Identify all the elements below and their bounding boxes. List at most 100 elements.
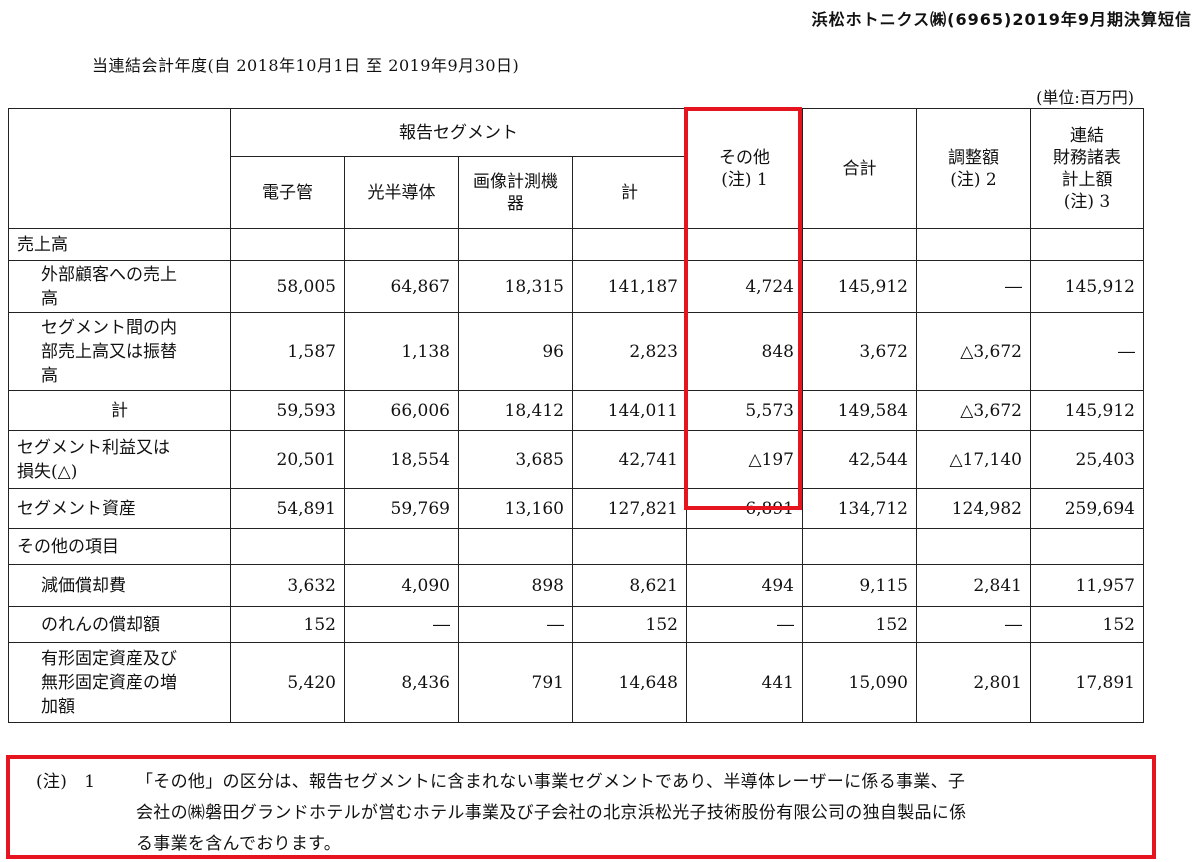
table-cell: 54,891 bbox=[230, 488, 345, 529]
table-cell: ― bbox=[458, 606, 573, 643]
table-row-total: 計 59,593 66,006 18,412 144,011 5,573 149… bbox=[8, 390, 1144, 431]
row-label-external-sales: 外部顧客への売上 高 bbox=[8, 260, 231, 313]
row-label-goodwill: のれんの償却額 bbox=[8, 606, 231, 643]
row-label-line: 高 bbox=[41, 288, 58, 309]
table-cell: 15,090 bbox=[802, 642, 917, 723]
table-cell: 3,672 bbox=[802, 312, 917, 391]
table-cell: ― bbox=[344, 606, 459, 643]
header-adjustment-line2: (注) 2 bbox=[950, 169, 997, 190]
header-consolidated-line3: 計上額 bbox=[1061, 169, 1113, 190]
footnote-marker: (注) 1 bbox=[36, 767, 136, 798]
table-cell: 3,632 bbox=[230, 564, 345, 607]
table-cell: 13,160 bbox=[458, 488, 573, 529]
table-cell: 59,593 bbox=[230, 390, 345, 431]
table-row: 外部顧客への売上 高 58,005 64,867 18,315 141,187 … bbox=[8, 260, 1144, 313]
row-label-segment-assets: セグメント資産 bbox=[8, 488, 231, 529]
table-cell: 9,115 bbox=[802, 564, 917, 607]
row-label-line: 加額 bbox=[41, 696, 75, 717]
header-electron-tube: 電子管 bbox=[230, 156, 345, 229]
table-cell: △3,672 bbox=[916, 312, 1031, 391]
table-cell: 898 bbox=[458, 564, 573, 607]
footnote-box: (注) 1 「その他」の区分は、報告セグメントに含まれない事業セグメントであり、半… bbox=[6, 755, 1156, 859]
table-row-segment-profit: セグメント利益又は 損失(△) 20,501 18,554 3,685 42,7… bbox=[8, 430, 1144, 489]
table-cell: 441 bbox=[686, 642, 803, 723]
table-cell: 42,741 bbox=[572, 430, 687, 489]
row-label-intersegment: セグメント間の内 部売上高又は振替 高 bbox=[8, 312, 231, 391]
table-cell: 64,867 bbox=[344, 260, 459, 313]
table-row: 減価償却費 3,632 4,090 898 8,621 494 9,115 2,… bbox=[8, 564, 1144, 607]
header-adjustment-line1: 調整額 bbox=[948, 147, 999, 168]
row-label-depreciation: 減価償却費 bbox=[8, 564, 231, 607]
header-imaging: 画像計測機 器 bbox=[458, 156, 573, 229]
table-cell: 4,090 bbox=[344, 564, 459, 607]
header-total: 合計 bbox=[802, 108, 917, 229]
table-row-sales-header: 売上高 bbox=[8, 228, 1144, 261]
header-opto-semiconductor: 光半導体 bbox=[344, 156, 459, 229]
header-consolidated-line2: 財務諸表 bbox=[1053, 147, 1121, 168]
table-cell: 127,821 bbox=[572, 488, 687, 529]
row-label-total: 計 bbox=[8, 390, 231, 431]
footnote-number: 1 bbox=[84, 772, 96, 792]
table-cell: 134,712 bbox=[802, 488, 917, 529]
header-adjustment: 調整額 (注) 2 bbox=[916, 108, 1031, 229]
table-cell: 18,554 bbox=[344, 430, 459, 489]
table-cell: ― bbox=[686, 606, 803, 643]
table-row-segment-assets: セグメント資産 54,891 59,769 13,160 127,821 6,8… bbox=[8, 488, 1144, 529]
table-cell: 141,187 bbox=[572, 260, 687, 313]
table-cell: ― bbox=[916, 260, 1031, 313]
table-cell: 1,587 bbox=[230, 312, 345, 391]
table-row: のれんの償却額 152 ― ― 152 ― 152 ― 152 bbox=[8, 606, 1144, 643]
table-cell: 152 bbox=[572, 606, 687, 643]
table-cell: 145,912 bbox=[802, 260, 917, 313]
table-cell: 791 bbox=[458, 642, 573, 723]
table-cell: 8,436 bbox=[344, 642, 459, 723]
table-cell: 2,823 bbox=[572, 312, 687, 391]
header-corner-cell bbox=[8, 108, 231, 229]
header-reported-segments: 報告セグメント bbox=[230, 108, 687, 157]
table-cell: 42,544 bbox=[802, 430, 917, 489]
table-cell: 5,573 bbox=[686, 390, 803, 431]
row-label-other-items: その他の項目 bbox=[8, 528, 231, 565]
table-row: 有形固定資産及び 無形固定資産の増 加額 5,420 8,436 791 14,… bbox=[8, 642, 1144, 723]
document-header-company: 浜松ホトニクス㈱(6965)2019年9月期決算短信 bbox=[811, 10, 1192, 29]
table-cell: ― bbox=[916, 606, 1031, 643]
table-cell: 58,005 bbox=[230, 260, 345, 313]
header-other-line2: (注) 1 bbox=[721, 169, 768, 190]
segment-table: 報告セグメント その他 (注) 1 合計 調整額 (注) 2 連結 財務諸表 計… bbox=[8, 108, 1144, 723]
table-cell: 4,724 bbox=[686, 260, 803, 313]
table-cell: 20,501 bbox=[230, 430, 345, 489]
table-cell: 66,006 bbox=[344, 390, 459, 431]
table-cell: 2,841 bbox=[916, 564, 1031, 607]
table-cell: 25,403 bbox=[1030, 430, 1144, 489]
footnote-line: 会社の㈱磐田グランドホテルが営むホテル事業及び子会社の北京浜松光子技術股份有限公… bbox=[136, 803, 967, 823]
table-cell: 144,011 bbox=[572, 390, 687, 431]
fiscal-period: 当連結会計年度(自 2018年10月1日 至 2019年9月30日) bbox=[92, 56, 520, 75]
header-consolidated: 連結 財務諸表 計上額 (注) 3 bbox=[1030, 108, 1144, 229]
table-cell: 1,138 bbox=[344, 312, 459, 391]
header-subtotal: 計 bbox=[572, 156, 687, 229]
table-cell: 96 bbox=[458, 312, 573, 391]
unit-label: (単位:百万円) bbox=[1036, 88, 1134, 107]
row-label-line: 高 bbox=[41, 365, 58, 386]
table-row-other-header: その他の項目 bbox=[8, 528, 1144, 565]
table-cell: 8,621 bbox=[572, 564, 687, 607]
header-consolidated-line1: 連結 bbox=[1070, 125, 1104, 146]
table-cell: ― bbox=[1030, 312, 1144, 391]
row-label-segment-profit: セグメント利益又は 損失(△) bbox=[8, 430, 231, 489]
row-label-sales: 売上高 bbox=[8, 228, 231, 261]
header-other: その他 (注) 1 bbox=[686, 108, 803, 229]
footnote-prefix: (注) bbox=[36, 772, 68, 792]
footnote-line: (注) 1 「その他」の区分は、報告セグメントに含まれない事業セグメントであり、半… bbox=[36, 767, 1142, 798]
header-imaging-line1: 画像計測機 bbox=[473, 171, 558, 192]
table-cell: △3,672 bbox=[916, 390, 1031, 431]
table-cell: 18,412 bbox=[458, 390, 573, 431]
row-label-line: 損失(△) bbox=[17, 461, 78, 482]
table-cell: 152 bbox=[802, 606, 917, 643]
table-cell: 152 bbox=[230, 606, 345, 643]
table-cell: △17,140 bbox=[916, 430, 1031, 489]
table-cell: △197 bbox=[686, 430, 803, 489]
table-cell: 17,891 bbox=[1030, 642, 1144, 723]
table-cell: 2,801 bbox=[916, 642, 1031, 723]
footnote-text: 「その他」の区分は、報告セグメントに含まれない事業セグメントであり、半導体レーザ… bbox=[136, 772, 966, 792]
row-label-line: 無形固定資産の増 bbox=[41, 672, 177, 693]
